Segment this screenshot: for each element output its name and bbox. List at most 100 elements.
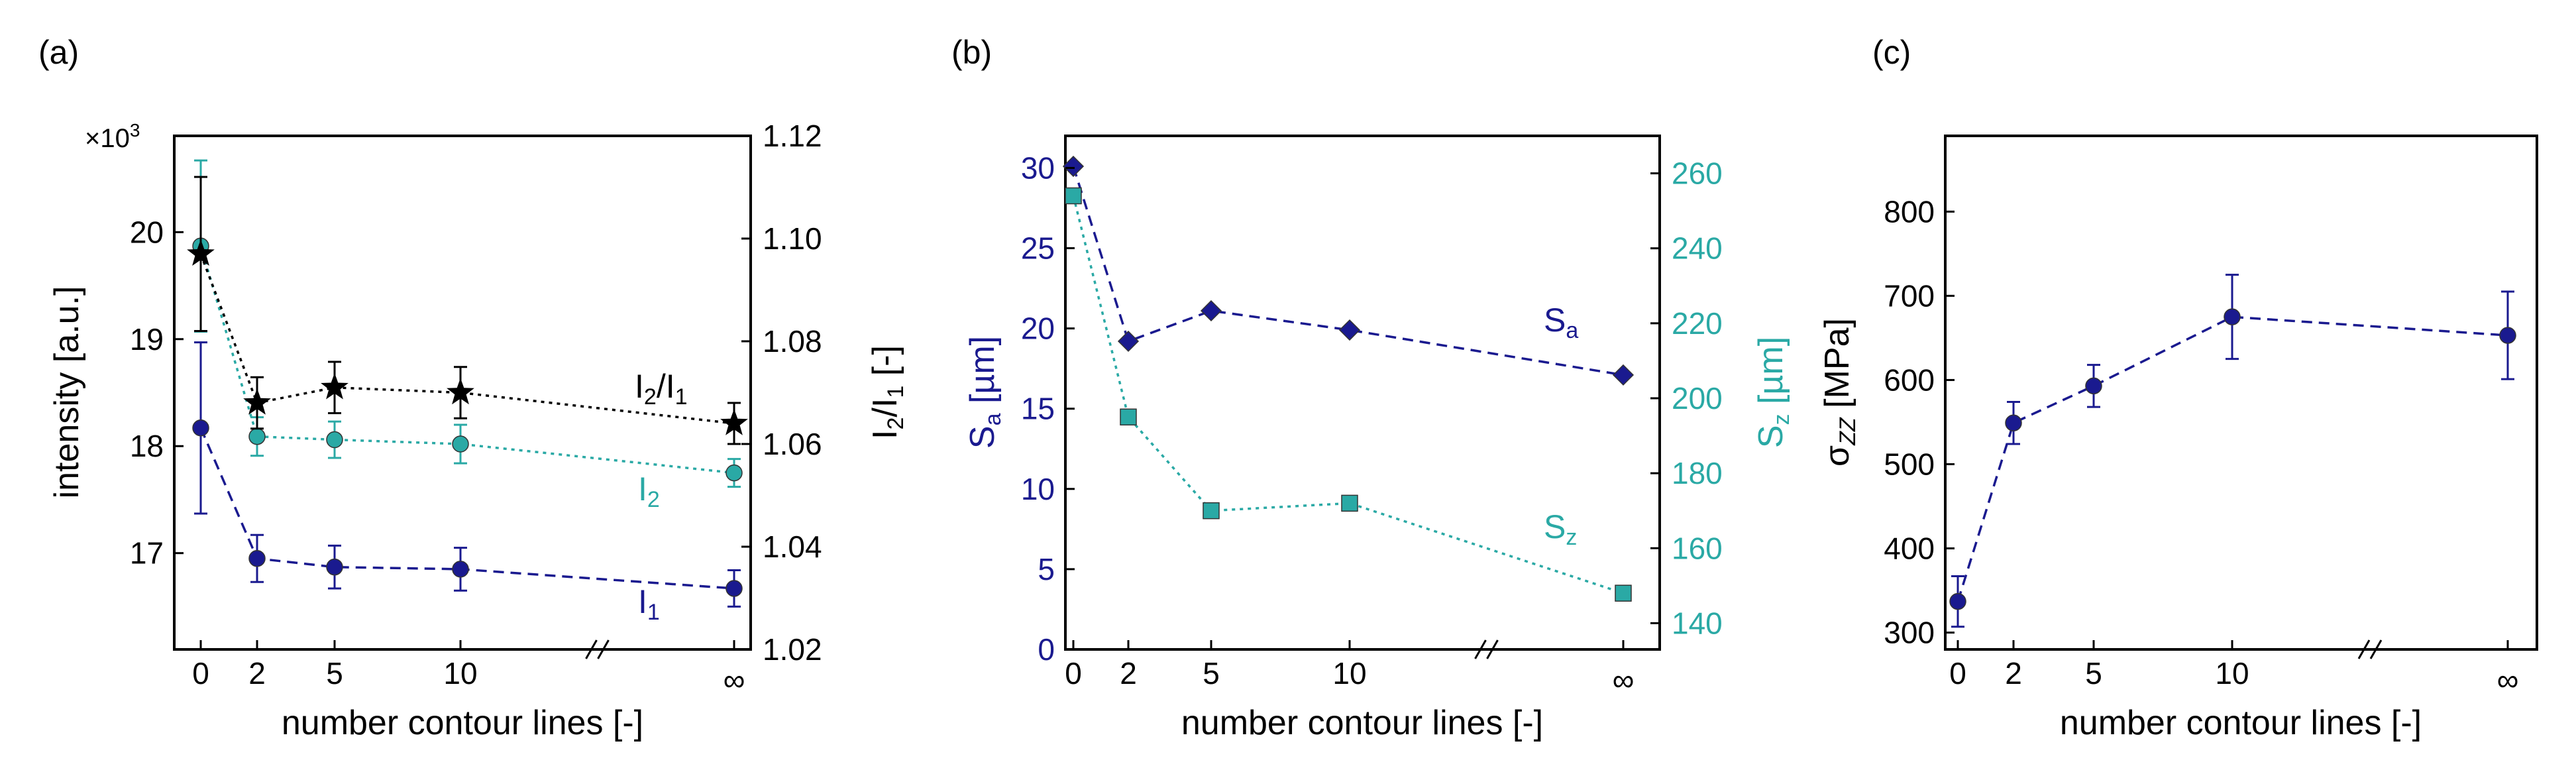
y-tick-label: 30: [1021, 150, 1055, 185]
y-tick-label: 20: [130, 215, 164, 249]
panel-c-x-ticks: 0 2 5 10 ∞: [1949, 639, 2518, 697]
panel-b-y2-label: Sz [µm]: [1752, 337, 1794, 448]
axis-break-mark: [597, 639, 610, 659]
data-point: [1203, 502, 1220, 520]
y-tick-label: 300: [1884, 616, 1935, 650]
panel-b-label: (b): [951, 34, 992, 71]
panel-a-y2-ticks: 1.02 1.04 1.06 1.08 1.10 1.12: [741, 119, 822, 667]
x-tick-label: 2: [248, 656, 266, 691]
x-tick-label: 5: [1203, 656, 1220, 691]
data-point: [720, 409, 748, 435]
y2-tick-label: 240: [1672, 231, 1723, 266]
panel-a: (a) 0 2 5 10 ∞ 17 18 19 20 1.02 1.04 1.06 1.08 1.10…: [38, 34, 908, 742]
panel-c-x-label: number contour lines [-]: [2060, 704, 2422, 742]
panel-c-y-label: σZZ [MPa]: [1818, 318, 1860, 467]
panel-b-y-ticks: 0 5 10 15 20 25 30: [1021, 150, 1075, 667]
y-tick-label: 0: [1038, 632, 1055, 667]
data-point: [326, 431, 343, 449]
y-tick-label: 400: [1884, 531, 1935, 566]
data-point: [321, 372, 349, 400]
panel-a-ratio-series-label: I2/I1: [635, 368, 688, 410]
x-tick-label: 10: [2215, 656, 2249, 691]
series-I1: [192, 341, 743, 608]
y-tick-label: 800: [1884, 194, 1935, 229]
panel-a-y-label: intensity [a.u.]: [48, 286, 86, 499]
series-I2/I1: [187, 176, 748, 445]
panel-b-y-label: Sa [µm]: [963, 336, 1006, 449]
data-point: [2085, 377, 2102, 395]
y2-tick-label: 1.02: [763, 632, 822, 667]
panel-c: (c) 0 2 5 10 ∞ 300 400 500 600 700 800 number con…: [1818, 34, 2538, 742]
y-tick-label: 19: [130, 322, 164, 357]
y2-tick-label: 1.08: [763, 324, 822, 359]
series-line: [199, 253, 735, 425]
y2-tick-label: 140: [1672, 606, 1723, 640]
panel-b-x-label: number contour lines [-]: [1181, 704, 1543, 742]
x-tick-label: 5: [2085, 656, 2102, 691]
series-Sz: [1065, 187, 1632, 602]
y-tick-label: 5: [1038, 552, 1055, 586]
data-point: [2499, 327, 2516, 344]
panel-a-y2-label: I2/I1 [-]: [866, 345, 908, 439]
x-tick-label: 5: [326, 656, 343, 691]
series-line: [199, 427, 735, 590]
panel-b-frame: [1064, 135, 1661, 651]
x-tick-label: ∞: [1613, 663, 1635, 697]
y-tick-label: 15: [1021, 392, 1055, 426]
series-line: [199, 245, 735, 474]
data-point: [1120, 408, 1137, 426]
data-point: [447, 378, 474, 405]
x-tick-label: 10: [1332, 656, 1366, 691]
series-I2: [192, 159, 743, 488]
axis-break-mark: [2357, 639, 2371, 659]
series-Sa: [1062, 155, 1635, 386]
panel-b-y2-ticks: 140 160 180 200 220 240 260: [1650, 156, 1723, 640]
data-point: [452, 435, 469, 453]
panel-a-label: (a): [38, 34, 79, 71]
panel-b-sa-series-label: Sa: [1544, 302, 1578, 343]
data-point: [725, 580, 743, 597]
data-point: [248, 427, 266, 445]
data-point: [1062, 155, 1085, 178]
y2-tick-label: 1.04: [763, 529, 822, 564]
panel-a-y-ticks: 17 18 19 20: [130, 215, 184, 571]
panel-a-y-multiplier: ×103: [85, 120, 140, 153]
series-line: [1072, 195, 1624, 594]
data-point: [1341, 494, 1358, 512]
panel-a-frame: [173, 135, 752, 651]
y-tick-label: 600: [1884, 362, 1935, 397]
y2-tick-label: 1.06: [763, 427, 822, 461]
panel-b-x-ticks: 0 2 5 10 ∞: [1065, 639, 1635, 697]
y2-tick-label: 160: [1672, 531, 1723, 565]
data-point: [1200, 300, 1222, 322]
data-point: [1065, 187, 1082, 205]
axis-break-mark: [1474, 639, 1487, 659]
data-point: [187, 239, 215, 266]
data-point: [248, 550, 266, 567]
x-tick-label: 2: [2005, 656, 2022, 691]
data-point: [2224, 308, 2241, 325]
panel-c-y-ticks: 300 400 500 600 700 800: [1884, 194, 1955, 650]
y2-tick-label: 180: [1672, 456, 1723, 490]
data-point: [1615, 584, 1632, 602]
y-tick-label: 700: [1884, 278, 1935, 313]
y2-tick-label: 260: [1672, 156, 1723, 191]
y-tick-label: 25: [1021, 231, 1055, 266]
y-tick-label: 500: [1884, 447, 1935, 481]
y2-tick-label: 1.12: [763, 119, 822, 153]
y2-tick-label: 200: [1672, 381, 1723, 415]
data-point: [725, 464, 743, 482]
series-line: [1072, 166, 1624, 376]
y-tick-label: 17: [130, 536, 164, 571]
axis-break-mark: [2369, 639, 2383, 659]
x-tick-label: 0: [192, 656, 209, 691]
data-point: [192, 419, 209, 437]
y-tick-label: 20: [1021, 311, 1055, 346]
y2-tick-label: 1.10: [763, 221, 822, 256]
panel-a-x-label: number contour lines [-]: [282, 704, 643, 742]
data-point: [1117, 330, 1140, 353]
data-point: [2005, 414, 2022, 431]
x-tick-label: 0: [1065, 656, 1082, 691]
